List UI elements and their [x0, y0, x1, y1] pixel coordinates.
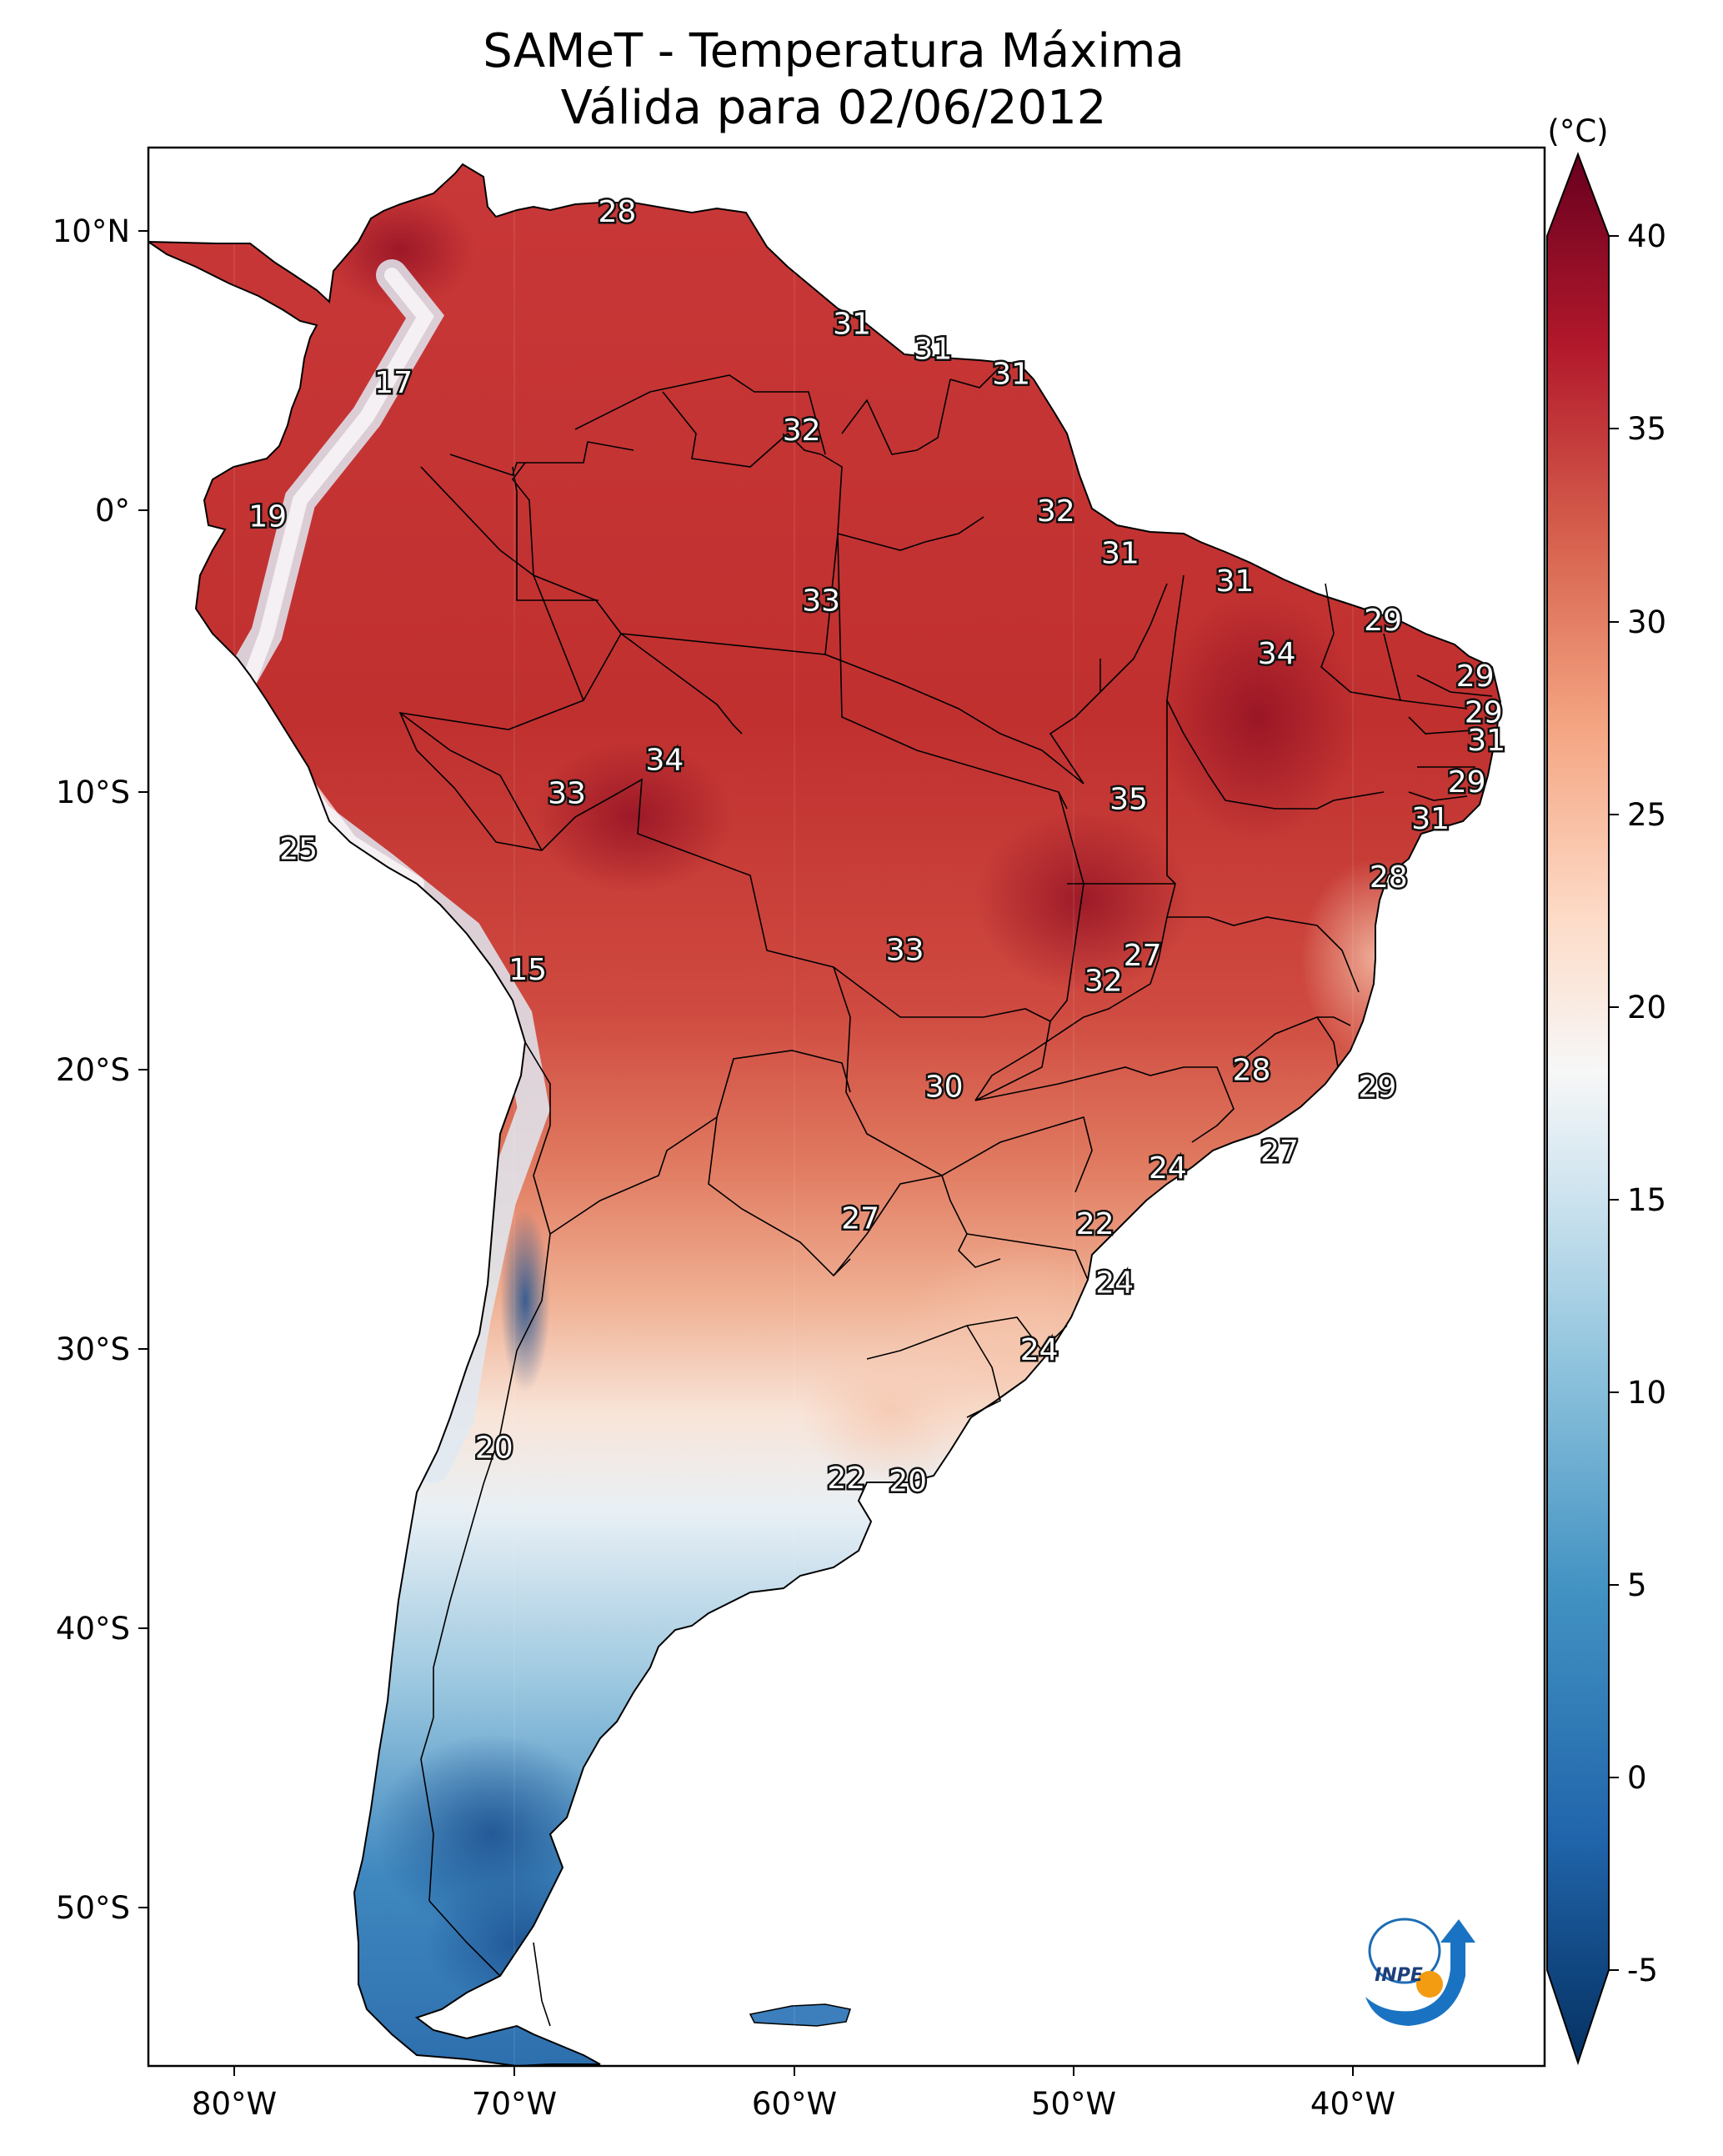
- map-frame: [147, 146, 1546, 2068]
- temperature-label: 20: [889, 1465, 927, 1499]
- temperature-label: 33: [886, 933, 924, 967]
- temperature-label: 24: [1149, 1151, 1187, 1186]
- y-tick-label: 40°S: [56, 1611, 130, 1647]
- temperature-label: 31: [1101, 536, 1139, 570]
- temperature-label: 31: [833, 307, 871, 341]
- y-tick-label: 30°S: [56, 1331, 130, 1367]
- temperature-label: 31: [914, 333, 952, 367]
- y-tick-label: 10°N: [53, 213, 130, 249]
- temperature-label: 20: [475, 1431, 513, 1465]
- temperature-label: 28: [1370, 860, 1408, 895]
- x-tick-label: 70°W: [472, 2086, 557, 2122]
- temperature-label: 30: [925, 1070, 964, 1105]
- temperature-label: 22: [827, 1462, 865, 1496]
- temperature-label: 24: [1095, 1266, 1134, 1300]
- temperature-label: 29: [1358, 1070, 1396, 1105]
- colorbar: (°C) 40 35 30 25 20 15 10 5 0 -5: [1546, 113, 1666, 2066]
- colorbar-tick-label: 5: [1627, 1567, 1647, 1603]
- temperature-label: 33: [548, 777, 586, 811]
- colorbar-tick-label: 15: [1627, 1182, 1666, 1218]
- temperature-label: 17: [374, 366, 413, 400]
- graticule: [233, 148, 1354, 2066]
- temperature-label: 31: [992, 358, 1030, 392]
- x-axis: 80°W 70°W 60°W 50°W 40°W: [192, 2066, 1395, 2122]
- temperature-label: 31: [1411, 802, 1450, 836]
- temperature-label: 32: [1037, 494, 1075, 529]
- temperature-label: 32: [783, 414, 821, 448]
- inpe-logo: INPE: [1365, 1918, 1475, 2026]
- colorbar-tick-label: 10: [1627, 1375, 1666, 1411]
- sun-icon: [1416, 1971, 1443, 1998]
- colorbar-tick-label: 20: [1627, 990, 1666, 1025]
- temperature-label: 19: [248, 500, 287, 534]
- temperature-label: 31: [1467, 724, 1505, 758]
- colorbar-tick-label: 0: [1627, 1760, 1647, 1796]
- y-tick-label: 10°S: [56, 775, 130, 810]
- temperature-label: 22: [1076, 1207, 1114, 1241]
- y-tick-label: 0°: [95, 493, 130, 529]
- colorbar-unit-label: (°C): [1547, 113, 1608, 149]
- temperature-label: 32: [1084, 964, 1123, 998]
- temperature-label: 29: [1456, 659, 1495, 694]
- temperature-label: 34: [1258, 637, 1296, 671]
- temperature-label: 28: [598, 195, 636, 229]
- temperature-label: 27: [1260, 1135, 1299, 1169]
- y-tick-label: 20°S: [56, 1052, 130, 1088]
- temperature-label: 29: [1465, 695, 1503, 730]
- y-tick-label: 50°S: [56, 1890, 130, 1926]
- temperature-label: 34: [645, 743, 684, 777]
- country-borders: [398, 366, 1493, 2027]
- x-tick-label: 60°W: [752, 2086, 837, 2122]
- colorbar-tick-label: -5: [1627, 1953, 1658, 1988]
- temperature-label: 27: [1124, 939, 1162, 973]
- x-tick-label: 50°W: [1031, 2086, 1116, 2122]
- map-title-line2: Válida para 02/06/2012: [561, 81, 1107, 135]
- x-tick-label: 40°W: [1310, 2086, 1395, 2122]
- temperature-label: 33: [802, 584, 840, 618]
- inpe-logo-text: INPE: [1375, 1965, 1423, 1986]
- temperature-label: 28: [1233, 1054, 1271, 1088]
- falkland-islands: [749, 2003, 851, 2027]
- colorbar-tick-label: 25: [1627, 797, 1666, 833]
- temperature-label: 29: [1364, 604, 1402, 638]
- colorbar-tick-label: 30: [1627, 604, 1666, 640]
- x-tick-label: 80°W: [192, 2086, 277, 2122]
- y-axis: 10°N 0° 10°S 20°S 30°S 40°S 50°S: [53, 213, 148, 1926]
- temperature-label: 29: [1448, 765, 1486, 800]
- temperature-label: 27: [841, 1201, 879, 1236]
- temperature-label: 24: [1020, 1333, 1059, 1367]
- map-title-line1: SAMeT - Temperatura Máxima: [483, 24, 1185, 78]
- temperature-label: 35: [1109, 782, 1148, 816]
- colorbar-tick-label: 40: [1627, 218, 1666, 254]
- temperature-label: 31: [1215, 564, 1254, 599]
- colorbar-tick-label: 35: [1627, 411, 1666, 447]
- colorbar-gradient: [1546, 152, 1610, 2066]
- temperature-label: 15: [508, 953, 547, 987]
- temperature-label: 25: [279, 833, 318, 867]
